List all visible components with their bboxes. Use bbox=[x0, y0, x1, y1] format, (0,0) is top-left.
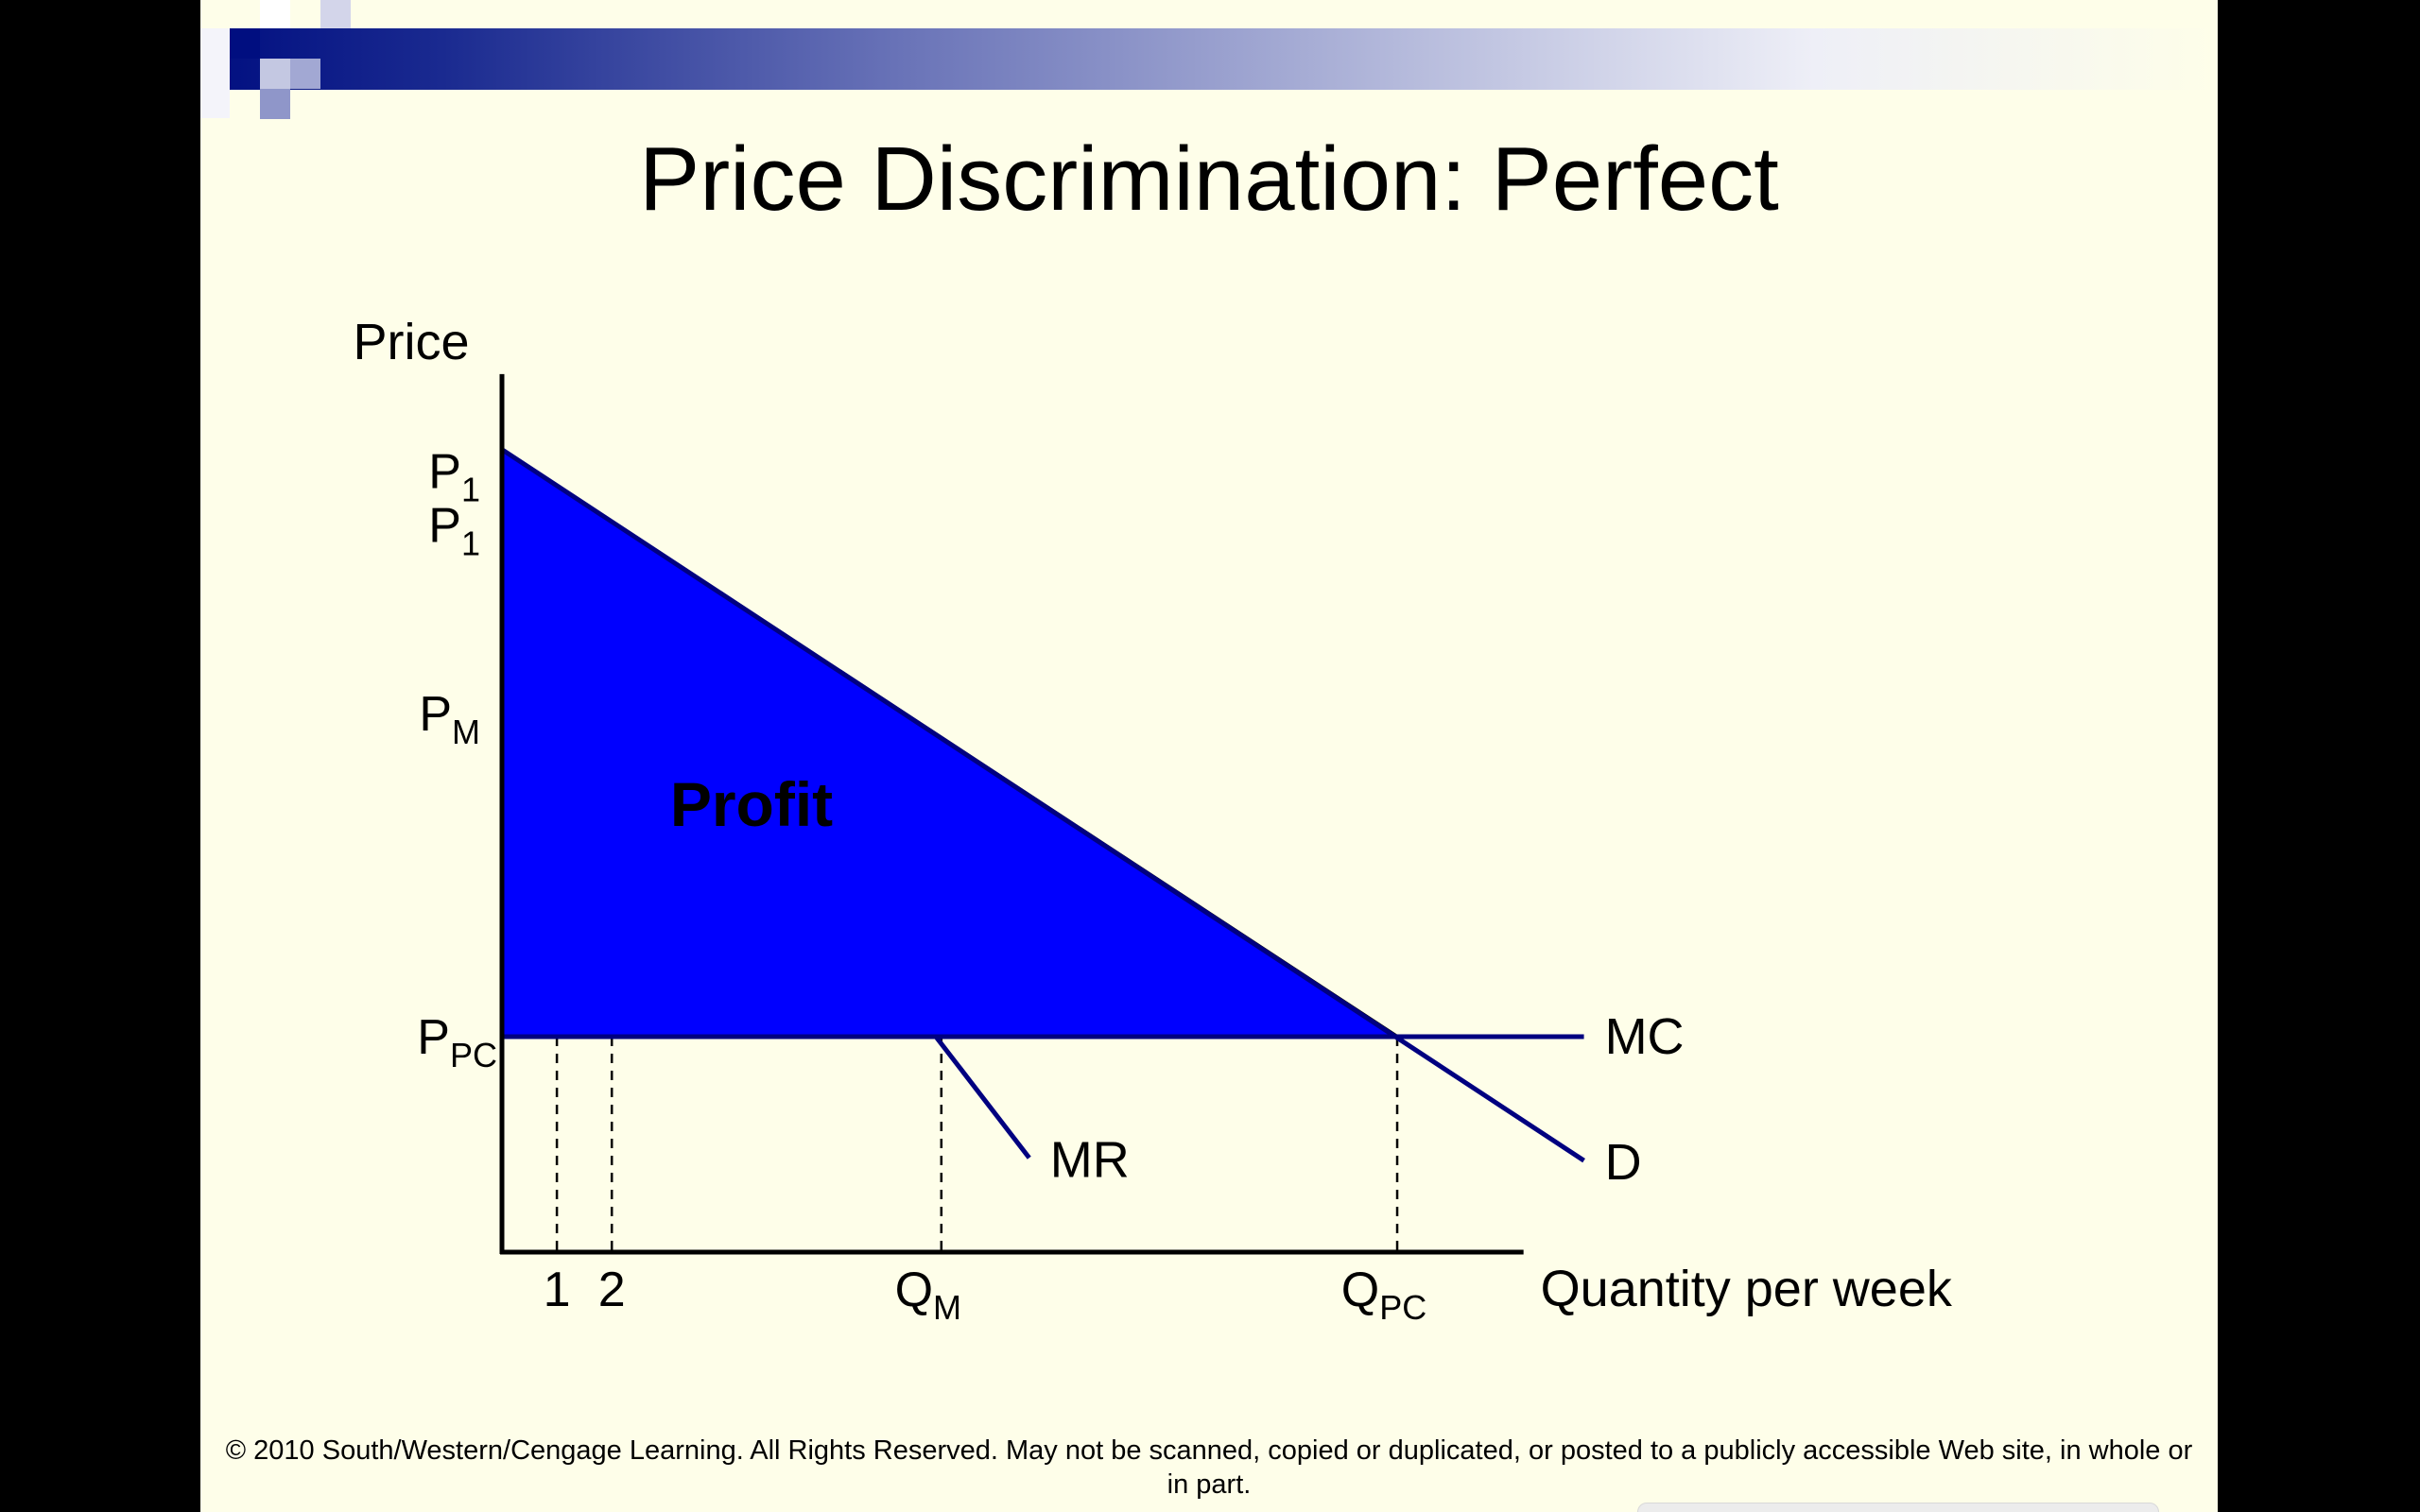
y-tick-label: P1 bbox=[428, 445, 480, 509]
header-square-light bbox=[290, 59, 320, 89]
header-square-light bbox=[260, 89, 290, 119]
profit-label: Profit bbox=[670, 769, 833, 839]
mc-label: MC bbox=[1605, 1008, 1685, 1065]
y-tick-label: PM bbox=[419, 687, 480, 751]
copyright-footer: © 2010 South/Western/Cengage Learning. A… bbox=[225, 1435, 2193, 1500]
x-tick-label: QM bbox=[895, 1263, 961, 1327]
y-tick-label: P1 bbox=[428, 499, 480, 563]
x-axis-label: Quantity per week bbox=[1541, 1261, 1953, 1317]
header-square-light bbox=[320, 0, 351, 28]
x-tick-label: 2 bbox=[598, 1263, 626, 1317]
d-curve bbox=[500, 447, 1585, 1163]
mr-label: MR bbox=[1050, 1131, 1130, 1188]
header-square-light bbox=[200, 28, 230, 118]
x-tick-label: QPC bbox=[1341, 1263, 1426, 1327]
header-band bbox=[200, 28, 2218, 90]
d-label: D bbox=[1605, 1134, 1642, 1191]
ppc-tick-label: PPC bbox=[417, 1010, 497, 1074]
header-square-light bbox=[260, 0, 290, 28]
header-square-dark bbox=[230, 28, 260, 59]
header-square-light bbox=[260, 59, 290, 89]
x-tick-label: 1 bbox=[544, 1263, 571, 1317]
y-axis-label: Price bbox=[353, 314, 469, 370]
slide-title: Price Discrimination: Perfect bbox=[639, 129, 1779, 230]
mr-curve bbox=[934, 1035, 1031, 1160]
